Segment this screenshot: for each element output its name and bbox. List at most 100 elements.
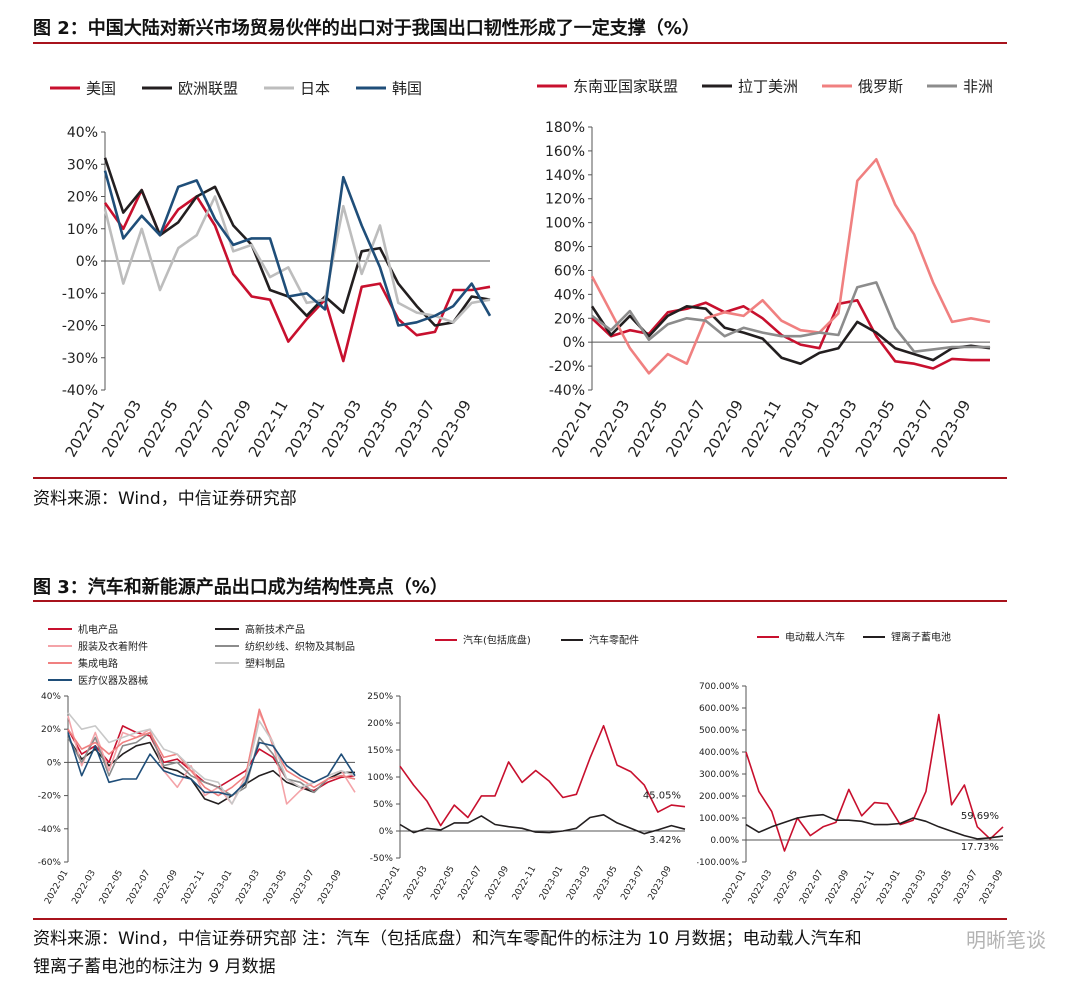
series-line-1 [399, 814, 686, 835]
legend-label-3: 非洲 [963, 77, 993, 95]
chart-asean-latam-russia-africa: 180% 160% 140% 120% 100% 80% 60% 40% 20% 0% -20% -4… [537, 77, 993, 460]
x-tick-label: 2022-01 [721, 869, 748, 907]
x-tick-label: 2022-07 [125, 869, 152, 907]
legend-label-2: 日本 [300, 79, 330, 97]
y-tick-label: 140% [545, 168, 585, 184]
x-tick-label: 2023-05 [262, 869, 289, 907]
series-line-3 [591, 281, 990, 354]
legend-label-1: 汽车零配件 [589, 634, 639, 647]
y-tick-label: 30% [67, 157, 98, 173]
x-tick-label: 2023-03 [565, 865, 592, 903]
series-line-1 [103, 157, 491, 327]
y-tick-label: 700.00% [699, 682, 739, 692]
legend-label-0: 机电产品 [78, 623, 118, 636]
x-tick-label: 2023-05 [927, 869, 954, 907]
figure-2-source: 资料来源：Wind，中信证券研究部 [33, 489, 297, 509]
x-tick-label: 2023-07 [619, 865, 646, 903]
series-line-6 [67, 732, 356, 797]
y-tick-label: 160% [545, 144, 585, 160]
x-tick-label: 2023-01 [875, 869, 902, 907]
x-tick-label: 2022-09 [484, 864, 512, 902]
x-tick-label: 2023-05 [592, 865, 619, 903]
chart-ev-lithium-batteries: 700.00% 600.00% 500.00% 400.00% 300.00% 200.0… [697, 631, 1006, 907]
series-line-2 [103, 195, 491, 324]
x-tick-label: 2022-05 [429, 865, 456, 903]
y-tick-label: 50% [373, 800, 393, 810]
x-tick-label: 2022-05 [773, 869, 800, 907]
series-line-3 [103, 170, 492, 327]
y-tick-label: -60% [38, 858, 62, 868]
y-tick-label: 100% [545, 216, 585, 232]
y-tick-label: 60% [554, 263, 585, 279]
x-tick-label: 2023-09 [316, 868, 344, 906]
y-tick-label: -100.00% [697, 858, 739, 868]
data-annotation-0: 59.69% [961, 811, 999, 822]
y-tick-label: -20% [62, 319, 98, 335]
legend-label-0: 美国 [86, 79, 116, 97]
y-tick-label: 500.00% [699, 726, 739, 736]
y-tick-label: 20% [554, 311, 585, 327]
x-tick-label: 2022-05 [98, 869, 125, 907]
series-line-0 [591, 299, 990, 370]
series-line-2 [590, 158, 991, 375]
chart-product-categories: 40%20%0%-20%-40%-60%2022-01 2022-03 2022-0… [38, 623, 356, 907]
x-tick-label: 2023-07 [289, 869, 316, 907]
legend-label-5: 塑料制品 [245, 657, 285, 670]
y-tick-label: -20% [549, 359, 585, 375]
legend-label-6: 医疗仪器及器械 [78, 674, 148, 687]
y-tick-label: 150% [367, 746, 393, 756]
figure-2-title: 图 2：中国大陆对新兴市场贸易伙伴的出口对于我国出口韧性形成了一定支撑（%） [33, 18, 700, 39]
x-tick-label: 2022-01 [375, 865, 402, 903]
legend-label-1: 锂离子蓄电池 [891, 631, 951, 644]
y-tick-label: 20% [67, 190, 98, 206]
figure-3-title: 图 3：汽车和新能源产品出口成为结构性亮点（%） [33, 577, 448, 598]
data-annotation-1: 3.42% [649, 835, 681, 846]
legend-label-1: 高新技术产品 [245, 623, 305, 636]
x-tick-label: 2023-03 [234, 869, 261, 907]
x-tick-label: 2022-11 [180, 869, 207, 907]
series-line-3 [67, 731, 356, 797]
y-tick-label: 40% [67, 125, 98, 141]
figure-3-bottom-rule [33, 918, 1007, 920]
y-tick-label: 200.00% [699, 792, 739, 802]
chart-automobiles-parts: 250%200%150%100%50%0%-50%2022-01 2022-03 2… [367, 634, 686, 903]
x-tick-label: 2022-09 [824, 868, 852, 906]
legend-label-1: 拉丁美洲 [738, 77, 798, 95]
legend-label-3: 纺织纱线、织物及其制品 [245, 640, 355, 653]
legend-label-4: 集成电路 [78, 657, 118, 670]
legend-label-0: 电动载人汽车 [785, 631, 845, 644]
series-line-5 [67, 712, 356, 805]
x-tick-label: 2022-03 [747, 869, 774, 907]
series-line-4 [67, 708, 356, 797]
y-tick-label: -40% [549, 383, 585, 399]
x-tick-label: 2022-07 [457, 865, 484, 903]
watermark-logo: 明晰笔谈 [966, 928, 1046, 952]
x-tick-label: 2022-11 [850, 869, 877, 907]
data-annotation-0: 45.05% [643, 791, 681, 802]
x-tick-label: 2023-01 [538, 865, 565, 903]
series-line-0 [103, 188, 491, 363]
y-tick-label: 40% [554, 287, 585, 303]
x-tick-label: 2023-09 [647, 864, 675, 902]
x-tick-label: 2022-09 [152, 868, 180, 906]
x-tick-label: 2022-03 [70, 869, 97, 907]
x-tick-label: 2023-03 [901, 869, 928, 907]
y-tick-label: 0% [379, 827, 394, 837]
y-tick-label: 0.00% [710, 836, 739, 846]
legend-label-2: 服装及衣着附件 [78, 640, 148, 653]
y-tick-label: 200% [367, 719, 393, 729]
x-tick-label: 2023-09 [978, 868, 1006, 906]
y-tick-label: 400.00% [699, 748, 739, 758]
y-tick-label: 100.00% [699, 814, 739, 824]
x-tick-label: 2022-11 [511, 865, 538, 903]
y-tick-label: 250% [367, 692, 393, 702]
x-tick-label: 2022-01 [43, 869, 70, 907]
figure-3-source-line-2: 锂离子蓄电池的标注为 9 月数据 [33, 957, 276, 977]
figure-3-source-line-1: 资料来源：Wind，中信证券研究部 注：汽车（包括底盘）和汽车零配件的标注为 1… [33, 929, 862, 949]
x-tick-label: 2022-03 [402, 865, 429, 903]
legend-label-2: 俄罗斯 [858, 77, 903, 95]
y-tick-label: -30% [62, 351, 98, 367]
y-tick-label: 40% [41, 692, 61, 702]
y-tick-label: -40% [62, 383, 98, 399]
y-tick-label: 180% [545, 120, 585, 136]
